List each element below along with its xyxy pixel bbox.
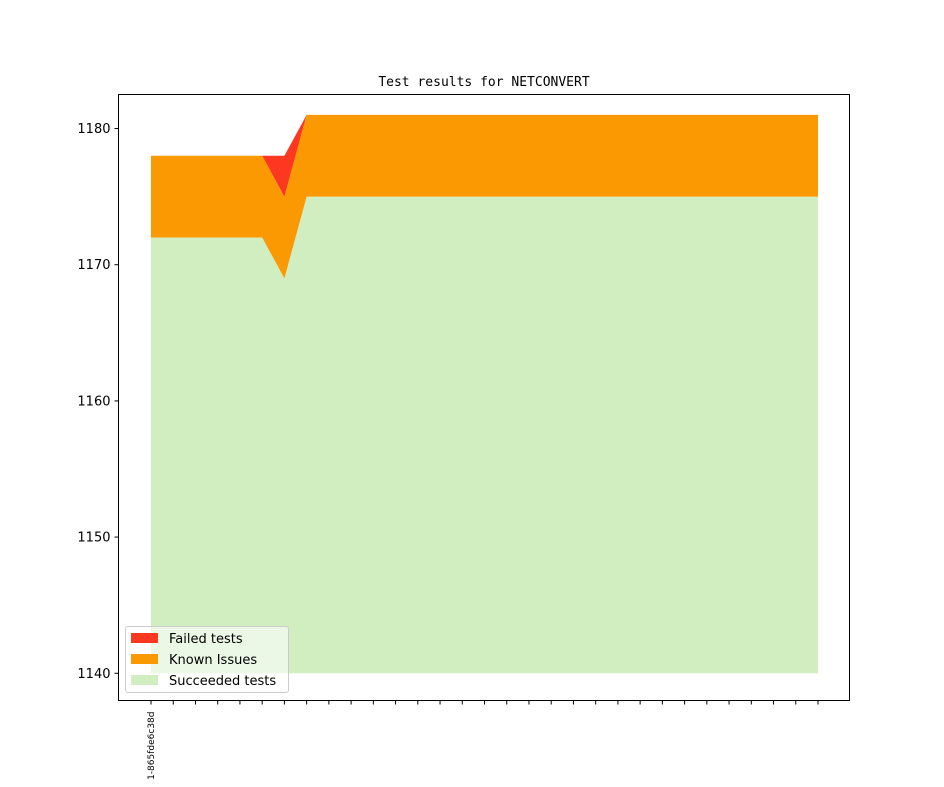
legend-label: Known Issues (169, 653, 257, 668)
legend-box (125, 626, 289, 693)
y-tick-label: 1160 (77, 394, 110, 409)
y-tick-label: 1140 (77, 667, 110, 682)
legend-swatch (131, 654, 158, 664)
legend: Failed tests Known Issues Succeeded tests (125, 626, 289, 693)
area-succeeded-tests (151, 196, 818, 674)
y-tick-label: 1170 (77, 258, 110, 273)
y-axis: 1140 1150 1160 1170 1180 (77, 122, 119, 682)
y-tick-label: 1180 (77, 122, 110, 137)
legend-swatch (131, 675, 158, 685)
plot-areas (151, 114, 818, 674)
plot-frame (118, 94, 850, 701)
x-tick-label: 1-865fde6c38d (147, 712, 157, 780)
legend-label: Failed tests (169, 632, 243, 647)
legend-label: Succeeded tests (169, 674, 276, 689)
chart-title: Test results for NETCONVERT (378, 75, 589, 90)
x-axis: 1-865fde6c38d (147, 700, 819, 780)
area-failed-tests (151, 114, 818, 197)
legend-swatch (131, 633, 158, 643)
y-tick-label: 1150 (77, 531, 110, 546)
area-known-issues (151, 114, 818, 279)
